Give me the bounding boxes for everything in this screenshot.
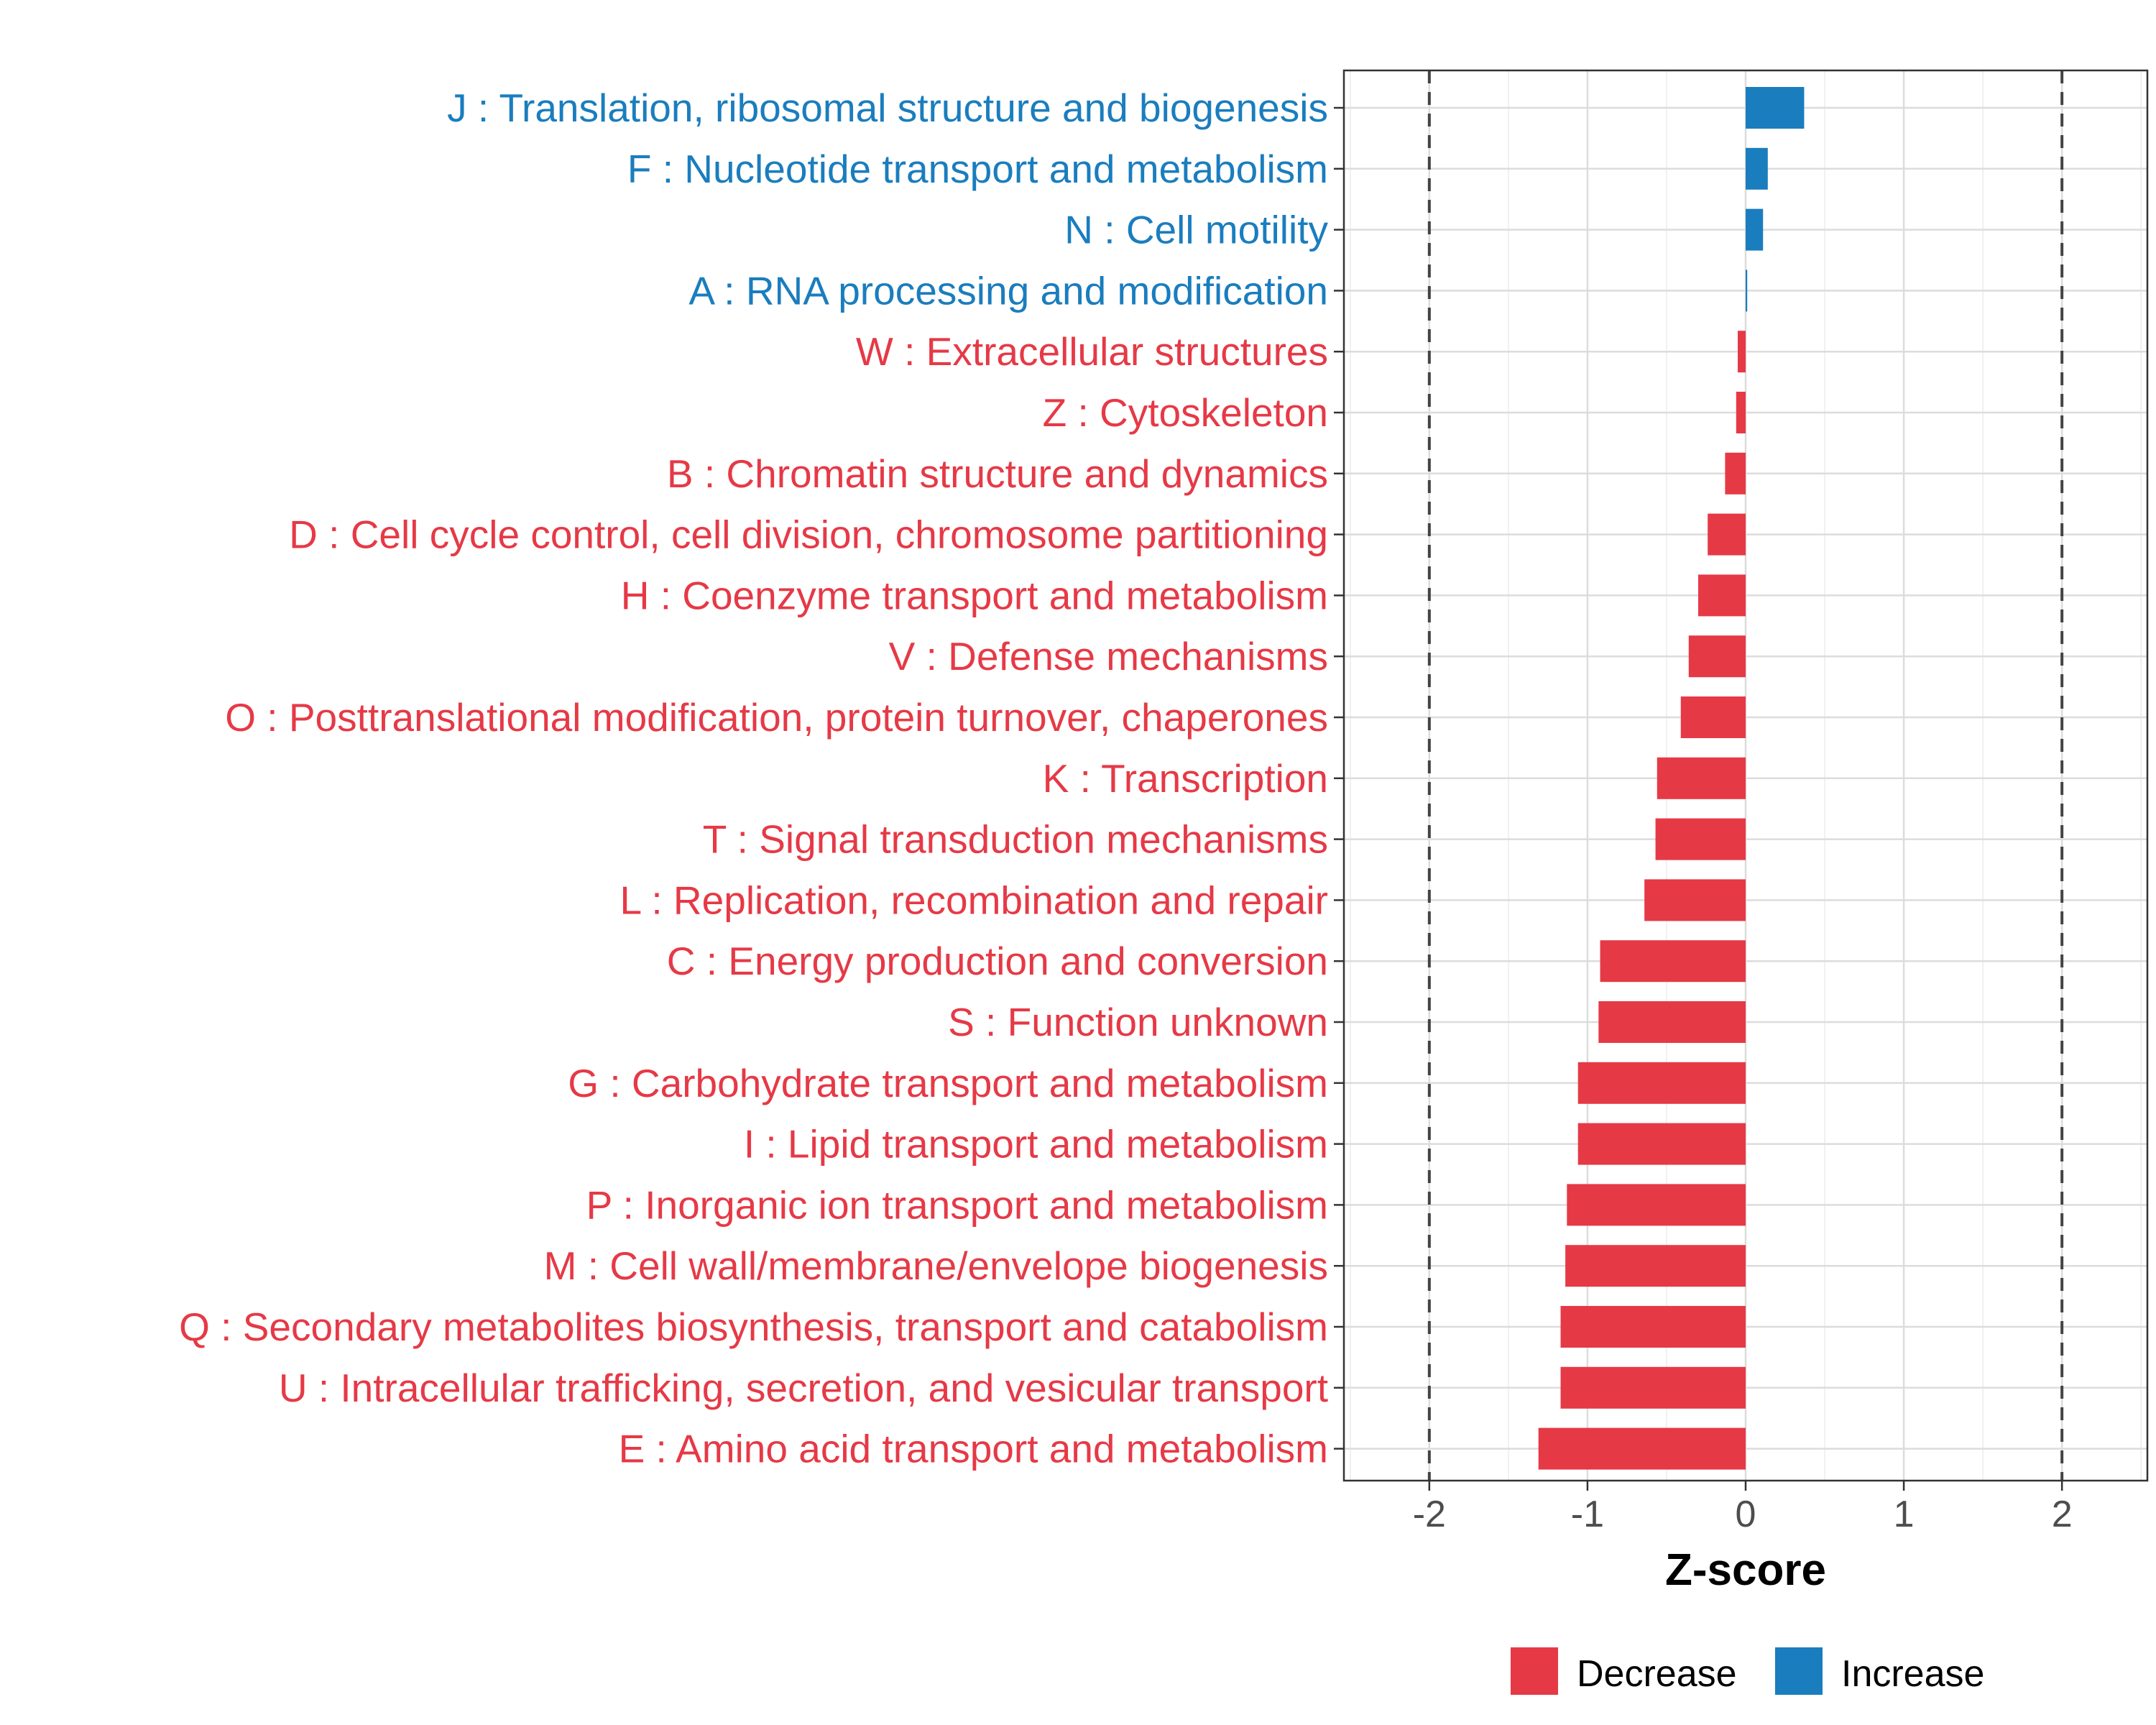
bar bbox=[1736, 392, 1746, 433]
y-tick-label: I : Lipid transport and metabolism bbox=[744, 1122, 1328, 1167]
bar bbox=[1708, 513, 1746, 556]
bar bbox=[1725, 452, 1746, 494]
bar bbox=[1567, 1184, 1746, 1226]
y-tick-label: E : Amino acid transport and metabolism bbox=[619, 1427, 1328, 1471]
y-tick-label: Q : Secondary metabolites biosynthesis, … bbox=[179, 1305, 1328, 1349]
reference-lines bbox=[1427, 70, 2064, 1481]
x-tick-label: -2 bbox=[1413, 1494, 1446, 1535]
bar bbox=[1655, 818, 1746, 860]
y-tick-label: C : Energy production and conversion bbox=[667, 939, 1328, 983]
bar bbox=[1746, 208, 1764, 251]
x-tick-label: 1 bbox=[1894, 1494, 1915, 1535]
y-tick-label: U : Intracellular trafficking, secretion… bbox=[279, 1366, 1328, 1410]
y-tick-label: B : Chromatin structure and dynamics bbox=[667, 451, 1328, 496]
y-tick-label: H : Coenzyme transport and metabolism bbox=[621, 573, 1328, 617]
bar bbox=[1560, 1366, 1746, 1409]
y-tick-label: K : Transcription bbox=[1043, 756, 1328, 801]
y-tick-label: Z : Cytoskeleton bbox=[1043, 390, 1328, 435]
bar bbox=[1577, 1123, 1746, 1165]
x-tick-label: -1 bbox=[1571, 1494, 1604, 1535]
y-tick-label: A : RNA processing and modification bbox=[688, 268, 1328, 313]
y-tick-label: O : Posttranslational modification, prot… bbox=[225, 695, 1328, 740]
bar bbox=[1737, 331, 1746, 373]
bar bbox=[1657, 757, 1746, 799]
x-axis-ticks bbox=[1428, 1481, 2063, 1491]
bar bbox=[1565, 1245, 1746, 1287]
y-tick-label: W : Extracellular structures bbox=[856, 329, 1328, 374]
y-tick-label: D : Cell cycle control, cell division, c… bbox=[289, 512, 1328, 557]
bar bbox=[1680, 696, 1746, 738]
legend: Decrease Increase bbox=[1511, 1647, 1984, 1695]
bar bbox=[1600, 940, 1746, 983]
bar bbox=[1746, 270, 1748, 312]
bar bbox=[1560, 1306, 1746, 1348]
bar bbox=[1697, 574, 1746, 617]
legend-swatch-decrease bbox=[1511, 1647, 1558, 1695]
x-axis-title: Z-score bbox=[1665, 1545, 1826, 1595]
y-tick-label: J : Translation, ribosomal structure and… bbox=[447, 86, 1328, 130]
bar bbox=[1746, 87, 1805, 129]
bar bbox=[1688, 635, 1746, 678]
bar bbox=[1746, 147, 1768, 190]
legend-label-decrease: Decrease bbox=[1577, 1653, 1737, 1695]
y-tick-label: F : Nucleotide transport and metabolism bbox=[627, 147, 1328, 191]
bar bbox=[1644, 879, 1746, 921]
x-axis-tick-labels: -2 -1 0 1 2 bbox=[1413, 1494, 2073, 1535]
y-tick-label: L : Replication, recombination and repai… bbox=[620, 878, 1328, 922]
y-tick-label: M : Cell wall/membrane/envelope biogenes… bbox=[544, 1243, 1328, 1288]
bar bbox=[1598, 1001, 1746, 1043]
x-tick-label: 0 bbox=[1736, 1494, 1756, 1535]
bar bbox=[1538, 1427, 1746, 1470]
legend-label-increase: Increase bbox=[1841, 1653, 1984, 1695]
y-tick-label: P : Inorganic ion transport and metaboli… bbox=[586, 1182, 1328, 1227]
y-tick-label: T : Signal transduction mechanisms bbox=[703, 817, 1328, 862]
x-tick-label: 2 bbox=[2052, 1494, 2073, 1535]
y-tick-label: N : Cell motility bbox=[1064, 208, 1328, 252]
y-tick-label: V : Defense mechanisms bbox=[889, 634, 1328, 678]
y-tick-label: S : Function unknown bbox=[948, 1000, 1328, 1044]
bars bbox=[1538, 87, 1805, 1470]
y-axis-ticks bbox=[1334, 106, 1344, 1450]
y-axis-labels: J : Translation, ribosomal structure and… bbox=[179, 86, 1328, 1471]
legend-swatch-increase bbox=[1775, 1647, 1823, 1695]
bar bbox=[1577, 1062, 1746, 1104]
y-tick-label: G : Carbohydrate transport and metabolis… bbox=[568, 1061, 1328, 1105]
